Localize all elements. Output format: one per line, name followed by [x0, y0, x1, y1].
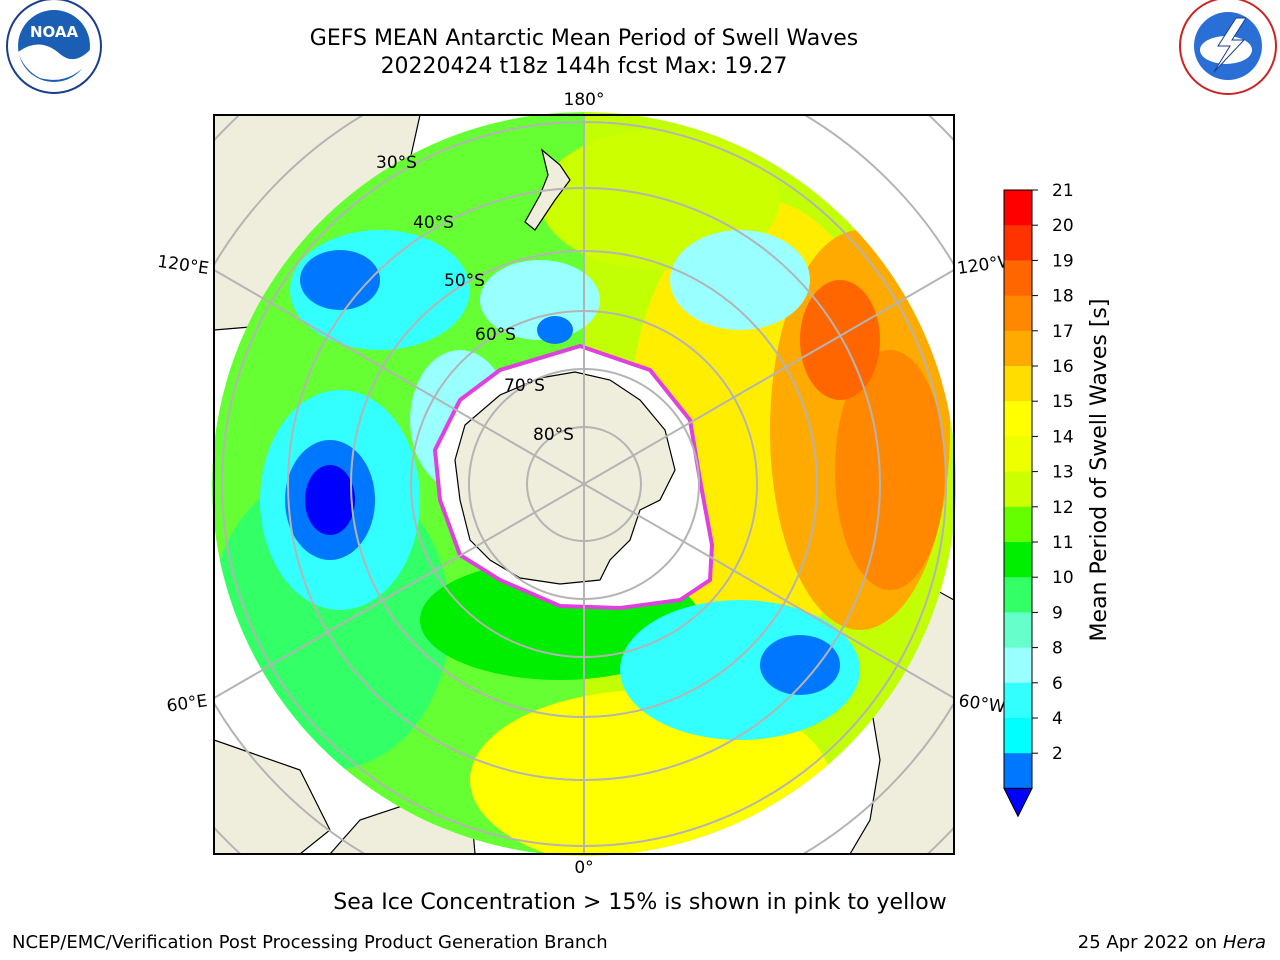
noaa-logo: NOAA: [6, 0, 102, 94]
colorbar-segment: [1004, 682, 1032, 719]
colorbar-segment: [1004, 612, 1032, 649]
date-host: Hera: [1222, 932, 1266, 953]
colorbar-tick-label: 10: [1052, 568, 1074, 588]
chart-title: GEFS MEAN Antarctic Mean Period of Swell…: [309, 26, 859, 51]
colorbar-tick-label: 9: [1052, 603, 1063, 623]
colorbar-tick-label: 16: [1052, 357, 1074, 377]
lon-label-60w: 60°W: [957, 691, 1006, 717]
sea-ice-caption: Sea Ice Concentration > 15% is shown in …: [333, 890, 947, 915]
date-prefix: 25 Apr 2022 on: [1077, 932, 1223, 953]
colorbar-tick-label: 18: [1052, 287, 1074, 307]
colorbar-tick-label: 13: [1052, 463, 1074, 483]
noaa-logo-text: NOAA: [30, 23, 79, 41]
colorbar-segment: [1004, 366, 1032, 402]
colorbar-tick-label: 17: [1052, 322, 1074, 342]
lat-label-70s: 70°S: [504, 376, 545, 396]
colorbar-label: Mean Period of Swell Waves [s]: [1087, 299, 1112, 642]
colorbar-tick-label: 8: [1052, 639, 1063, 659]
colorbar-tick-label: 20: [1052, 216, 1074, 236]
lat-label-30s: 30°S: [376, 153, 417, 173]
lon-label-60e: 60°E: [165, 691, 208, 716]
nws-logo: [1179, 0, 1277, 95]
colorbar-segment: [1004, 330, 1032, 367]
colorbar: 21 20 19 18 17 16 15 14 13 12 11 10 9 8 6 4 2: [1003, 181, 1074, 818]
lat-label-40s: 40°S: [413, 213, 454, 233]
lat-label-60s: 60°S: [475, 325, 516, 345]
colorbar-tick-label: 6: [1052, 674, 1063, 694]
colorbar-segment: [1004, 647, 1032, 684]
colorbar-tick-label: 11: [1052, 533, 1074, 553]
lat-label-50s: 50°S: [444, 271, 485, 291]
map-frame: [213, 114, 955, 855]
lon-label-0: 0°: [574, 858, 593, 878]
colorbar-tick-label: 4: [1052, 709, 1063, 729]
lon-label-120e: 120°E: [156, 252, 210, 279]
generation-date: 25 Apr 2022 on Hera: [1078, 932, 1266, 953]
credit-text: NCEP/EMC/Verification Post Processing Pr…: [12, 932, 608, 953]
colorbar-border: [1003, 189, 1033, 789]
colorbar-tick-label: 19: [1052, 251, 1074, 271]
colorbar-tick-label: 12: [1052, 498, 1074, 518]
colorbar-segment: [1004, 506, 1032, 543]
colorbar-segment: [1004, 225, 1032, 261]
colorbar-tick-label: 15: [1052, 392, 1074, 412]
colorbar-segment: [1004, 753, 1032, 789]
colorbar-tick-label: 21: [1052, 181, 1074, 201]
colorbar-segment: [1004, 718, 1032, 754]
lon-label-180: 180°: [564, 90, 605, 110]
lat-label-80s: 80°S: [533, 425, 574, 445]
colorbar-segment: [1004, 577, 1032, 613]
colorbar-segment: [1004, 542, 1032, 578]
colorbar-segment: [1004, 436, 1032, 473]
colorbar-segment: [1004, 260, 1032, 297]
colorbar-extend-arrow: [1003, 787, 1033, 818]
colorbar-segment: [1004, 401, 1032, 437]
colorbar-segment: [1004, 190, 1032, 226]
colorbar-segment: [1004, 471, 1032, 508]
chart-subtitle: 20220424 t18z 144h fcst Max: 19.27: [380, 54, 788, 79]
colorbar-tick-label: 2: [1052, 744, 1063, 764]
colorbar-tick-label: 14: [1052, 427, 1074, 447]
colorbar-segment: [1004, 295, 1032, 332]
